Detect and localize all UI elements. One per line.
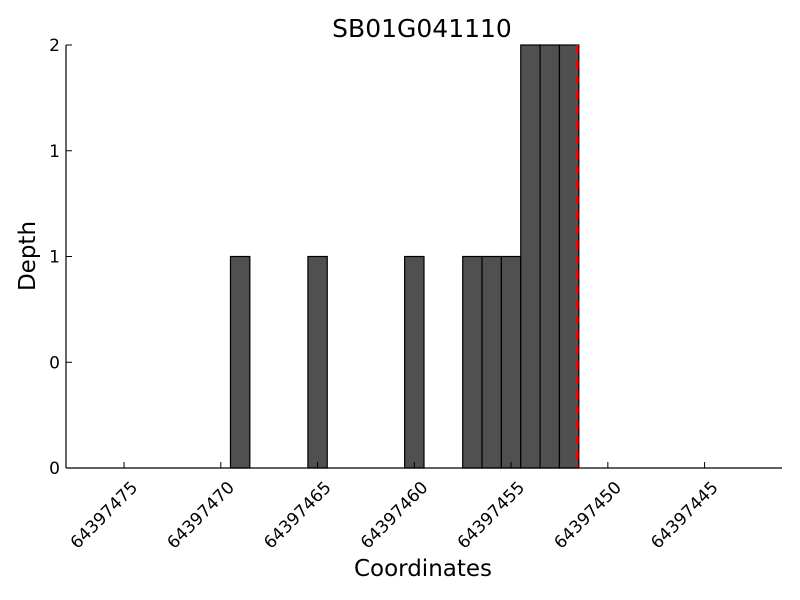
x-tick-label-1: 64397470 [164, 478, 239, 553]
y-tick-label-2: 1 [49, 248, 60, 268]
chart-title: SB01G041110 [332, 14, 512, 43]
bar-4 [481, 255, 503, 469]
bar-1 [307, 255, 328, 469]
bar-6 [520, 44, 541, 469]
y-tick-label-4: 2 [49, 36, 60, 56]
x-tick-label-2: 64397465 [260, 478, 335, 553]
y-axis-label: Depth [15, 221, 41, 291]
x-ticks-group: 64397475 64397470 64397465 64397460 64397455… [67, 462, 723, 553]
bar-3 [462, 255, 483, 469]
bar-2 [404, 255, 425, 469]
x-tick-label-3: 64397460 [357, 478, 432, 553]
bar-5 [500, 255, 522, 469]
bars-group [229, 44, 580, 469]
y-tick-label-3: 1 [49, 142, 60, 162]
y-tick-label-0: 0 [49, 459, 60, 479]
y-tick-label-1: 0 [49, 353, 60, 373]
bar-0 [229, 255, 251, 469]
x-tick-label-6: 64397445 [647, 478, 722, 553]
x-tick-label-5: 64397450 [551, 478, 626, 553]
y-ticks-group: 0 0 1 1 2 [49, 36, 72, 479]
x-axis-label: Coordinates [354, 556, 492, 582]
x-tick-label-4: 64397455 [454, 478, 529, 553]
x-tick-label-0: 64397475 [67, 478, 142, 553]
bar-7 [539, 44, 561, 469]
